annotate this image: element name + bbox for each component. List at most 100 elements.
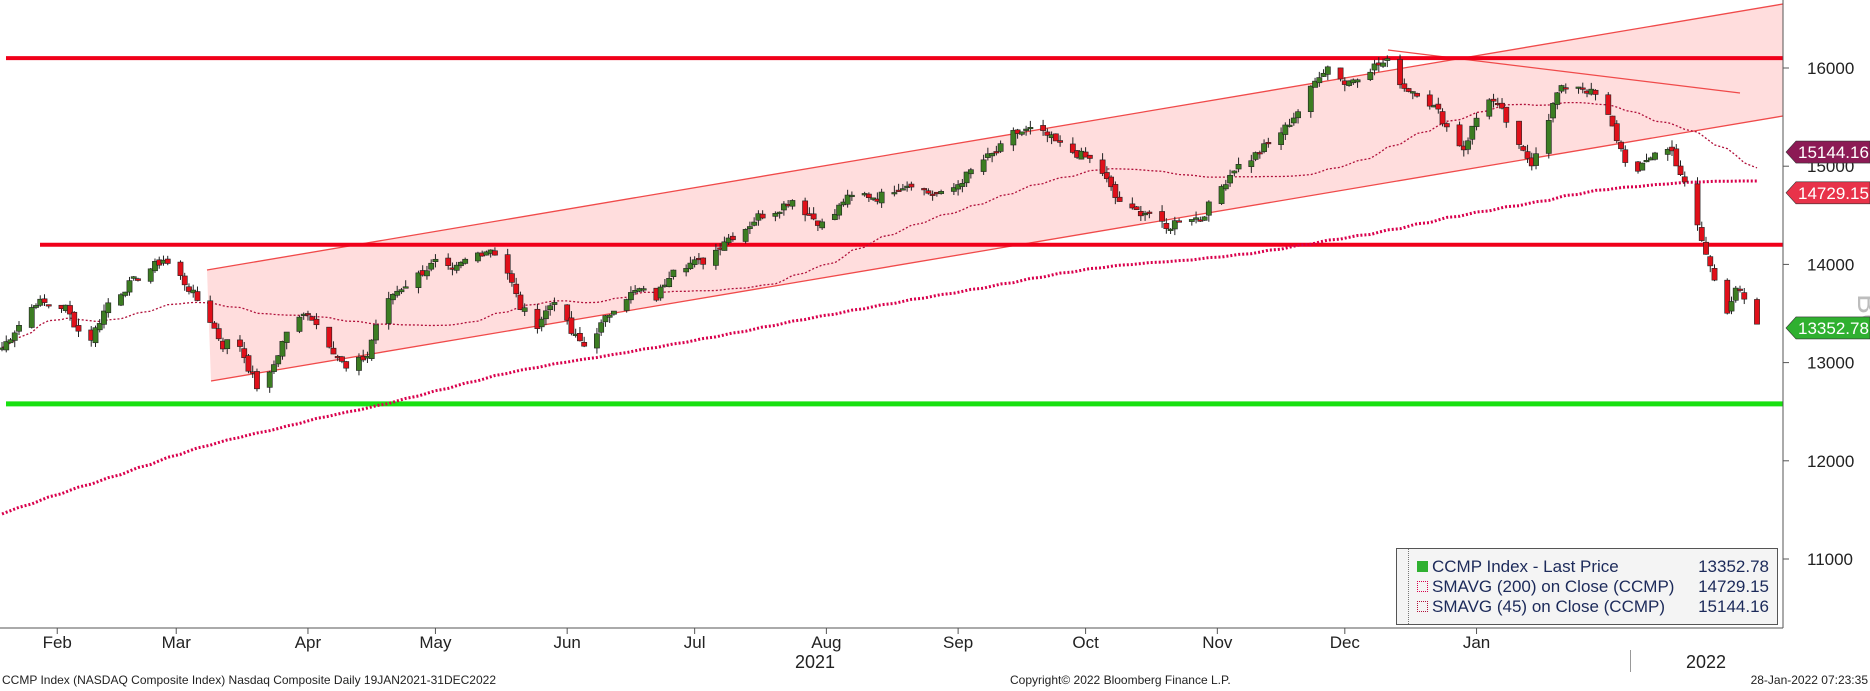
- candle-up: [1142, 212, 1148, 216]
- candle-down: [135, 278, 141, 281]
- candle-up: [101, 310, 107, 325]
- candle-up: [1218, 186, 1225, 204]
- candle-up: [1201, 216, 1208, 221]
- candle-down: [729, 235, 736, 241]
- candle-up: [398, 289, 405, 293]
- candle-up: [547, 305, 554, 310]
- candle-down: [1737, 288, 1743, 291]
- candle-up: [1320, 72, 1327, 77]
- candle-up: [453, 264, 460, 271]
- candle-up: [415, 272, 422, 288]
- legend-row-last-price[interactable]: CCMP Index - Last Price 13352.78: [1397, 557, 1777, 577]
- candle-up: [1346, 80, 1352, 86]
- x-year-label: 2021: [795, 652, 835, 672]
- candle-up: [780, 203, 787, 211]
- candle-down: [1103, 172, 1110, 180]
- y-tick-label: 14000: [1807, 255, 1854, 274]
- candle-up: [1652, 152, 1658, 160]
- candle-down: [1116, 196, 1123, 202]
- candle-up: [1732, 287, 1739, 301]
- candle-down: [1741, 292, 1748, 300]
- candle-down: [1397, 59, 1403, 86]
- candle-down: [1681, 176, 1688, 183]
- candle-up: [751, 221, 758, 226]
- candle-up: [1316, 77, 1323, 84]
- x-month-label: Feb: [43, 633, 72, 652]
- candle-down: [1694, 183, 1701, 226]
- candle-up: [844, 194, 851, 205]
- candle-down: [802, 200, 809, 216]
- candle-down: [326, 326, 333, 348]
- candle-up: [152, 261, 158, 272]
- x-month-label: Jul: [684, 633, 706, 652]
- candle-down: [1176, 220, 1182, 223]
- candle-down: [1622, 149, 1629, 163]
- candle-up: [16, 324, 22, 332]
- candle-down: [1112, 184, 1119, 198]
- candle-down: [313, 318, 320, 326]
- candle-up: [1312, 80, 1318, 88]
- candle-up: [611, 310, 617, 315]
- candle-down: [1069, 143, 1076, 153]
- y-tick-label: 12000: [1807, 452, 1854, 471]
- candle-down: [929, 193, 936, 196]
- candle-down: [75, 325, 82, 332]
- legend-value: 15144.16: [1698, 597, 1769, 616]
- candle-down: [177, 261, 184, 276]
- candle-down: [1256, 152, 1263, 155]
- legend-value: 14729.15: [1698, 577, 1769, 596]
- candle-up: [11, 332, 18, 341]
- candle-down: [237, 339, 243, 347]
- candle-up: [368, 339, 375, 359]
- candle-up: [1533, 153, 1539, 166]
- candle-up: [1252, 152, 1259, 160]
- candle-up: [96, 323, 103, 331]
- sma45-tag-label: 15144.16: [1798, 143, 1869, 162]
- legend-swatch-sma200: [1417, 581, 1428, 592]
- candle-up: [712, 249, 719, 266]
- candle-down: [1163, 222, 1170, 229]
- legend-row-sma200[interactable]: SMAVG (200) on Close (CCMP) 14729.15: [1397, 577, 1777, 597]
- x-month-label: Apr: [295, 633, 322, 652]
- sma200-tag-label: 14729.15: [1798, 184, 1869, 203]
- x-month-label: Mar: [162, 633, 192, 652]
- candle-up: [598, 322, 605, 333]
- candle-up: [1205, 201, 1212, 216]
- candle-down: [1609, 115, 1616, 127]
- candle-up: [521, 307, 528, 312]
- candle-up: [394, 290, 401, 296]
- candle-down: [1439, 111, 1446, 125]
- footer-timestamp: 28-Jan-2022 07:23:35: [1750, 673, 1868, 687]
- legend-row-sma45[interactable]: SMAVG (45) on Close (CCMP) 15144.16: [1397, 597, 1777, 617]
- candle-up: [980, 159, 987, 172]
- candle-down: [67, 305, 73, 315]
- moving-averages: [1, 101, 1758, 516]
- candle-up: [836, 204, 843, 216]
- footer-copyright: Copyright© 2022 Bloomberg Finance L.P.: [1010, 673, 1231, 687]
- candle-down: [1414, 93, 1420, 97]
- candle-down: [1337, 67, 1344, 80]
- candle-up: [385, 298, 392, 324]
- candle-down: [759, 213, 766, 219]
- candle-up: [1380, 62, 1386, 67]
- candle-down: [1108, 176, 1114, 188]
- candle-down: [1159, 211, 1165, 222]
- x-month-label: Sep: [943, 633, 973, 652]
- candle-up: [402, 286, 409, 289]
- candle-up: [831, 213, 838, 220]
- candle-up: [279, 341, 286, 357]
- candle-up: [1307, 85, 1314, 112]
- candle-up: [1227, 174, 1233, 184]
- candle-up: [683, 268, 690, 273]
- rising-channel-fill: [207, 4, 1783, 381]
- x-month-label: Oct: [1072, 633, 1099, 652]
- rising-channel-lower-edge: [210, 115, 1784, 382]
- candle-down: [1516, 120, 1522, 145]
- candle-up: [870, 197, 877, 200]
- candle-up: [950, 187, 957, 192]
- rising-channel-upper-edge: [206, 3, 1784, 271]
- candle-down: [41, 298, 48, 303]
- candle-up: [606, 314, 613, 318]
- candle-up: [1171, 220, 1178, 230]
- candle-down: [1044, 131, 1051, 136]
